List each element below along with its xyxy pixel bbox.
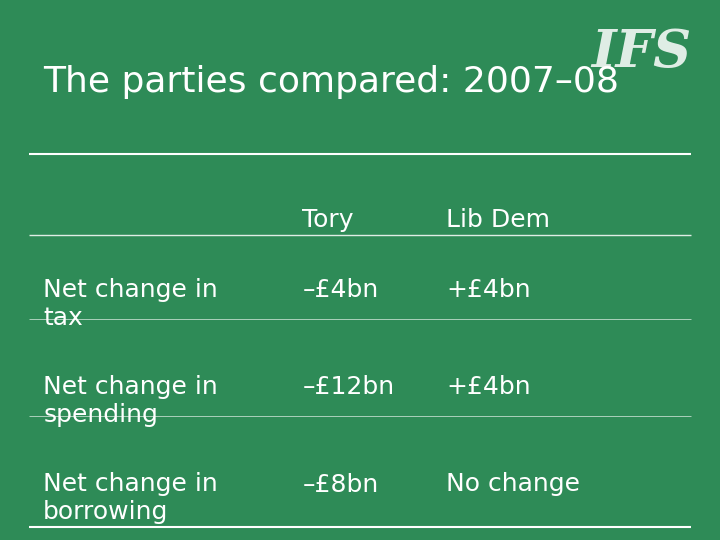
- Text: –£12bn: –£12bn: [302, 375, 395, 399]
- Text: The parties compared: 2007–08: The parties compared: 2007–08: [43, 65, 619, 99]
- Text: Tory: Tory: [302, 208, 354, 232]
- Text: +£4bn: +£4bn: [446, 375, 531, 399]
- Text: No change: No change: [446, 472, 580, 496]
- Text: –£4bn: –£4bn: [302, 278, 379, 302]
- Text: Lib Dem: Lib Dem: [446, 208, 550, 232]
- Text: Net change in
spending: Net change in spending: [43, 375, 218, 427]
- Text: +£4bn: +£4bn: [446, 278, 531, 302]
- Text: –£8bn: –£8bn: [302, 472, 379, 496]
- Text: IFS: IFS: [591, 27, 691, 78]
- Text: Net change in
tax: Net change in tax: [43, 278, 218, 330]
- Text: Net change in
borrowing: Net change in borrowing: [43, 472, 218, 524]
